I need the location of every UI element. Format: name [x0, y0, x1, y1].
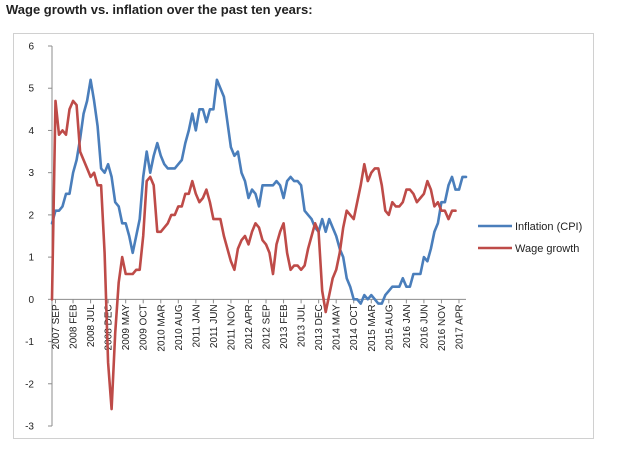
- legend-label: Inflation (CPI): [515, 221, 582, 233]
- y-tick-label: 0: [28, 295, 34, 306]
- y-tick-label: -3: [25, 422, 34, 433]
- x-tick-labels: 2007 SEP 2008 FEB 2008 JUL 2008 DEC 2009 MAY…: [51, 304, 465, 352]
- x-tick-label: 2012 SEP: [262, 304, 273, 349]
- y-tick-label: 2: [28, 210, 34, 221]
- x-tick-label: 2009 MAY: [121, 304, 132, 350]
- y-tick-label: 5: [28, 84, 34, 95]
- x-tick-label: 2009 OCT: [139, 304, 150, 350]
- x-tick-label: 2008 JUL: [86, 304, 97, 347]
- axes: [48, 45, 466, 427]
- x-tick-label: 2013 FEB: [279, 304, 290, 349]
- x-tick-label: 2011 NOV: [226, 304, 237, 350]
- x-tick-label: 2007 SEP: [51, 304, 62, 349]
- x-tick-label: 2010 AUG: [174, 304, 185, 350]
- x-tick-label: 2017 APR: [454, 304, 465, 349]
- y-tick-labels: 6 5 4 3 2 1 0 -1 -2 -3: [25, 42, 34, 433]
- x-tick-label: 2011 JUN: [209, 304, 220, 348]
- y-tick-label: 3: [28, 168, 34, 179]
- inflation-line: [50, 78, 468, 305]
- x-tick-label: 2008 FEB: [69, 304, 80, 349]
- x-tick-label: 2014 OCT: [349, 304, 360, 350]
- legend: Inflation (CPI) Wage growth: [478, 221, 582, 255]
- wage-growth-line: [50, 99, 457, 411]
- x-tick-label: 2011 JAN: [191, 304, 202, 347]
- series-lines: [50, 78, 468, 411]
- x-tick-label: 2016 NOV: [437, 304, 448, 351]
- y-tick-label: -2: [25, 379, 34, 390]
- x-tick-label: 2013 JUL: [297, 304, 308, 347]
- legend-label: Wage growth: [515, 243, 579, 255]
- y-tick-label: 6: [28, 42, 34, 53]
- chart-title: Wage growth vs. inflation over the past …: [6, 2, 313, 17]
- chart-frame: [13, 33, 594, 439]
- x-tick-label: 2016 JAN: [402, 304, 413, 348]
- y-tick-label: 4: [28, 126, 34, 137]
- y-tick-label: -1: [25, 337, 34, 348]
- x-tick-label: 2015 MAR: [367, 304, 378, 351]
- x-tick-label: 2010 MAR: [156, 304, 167, 351]
- x-tick-label: 2014 MAY: [332, 304, 343, 350]
- x-tick-label: 2012 APR: [244, 304, 255, 349]
- x-tick-label: 2013 DEC: [314, 304, 325, 350]
- x-tick-label: 2015 AUG: [384, 304, 395, 350]
- x-tick-label: 2016 JUN: [419, 304, 430, 348]
- y-tick-label: 1: [28, 253, 34, 264]
- x-tick-label: 2008 DEC: [104, 304, 115, 350]
